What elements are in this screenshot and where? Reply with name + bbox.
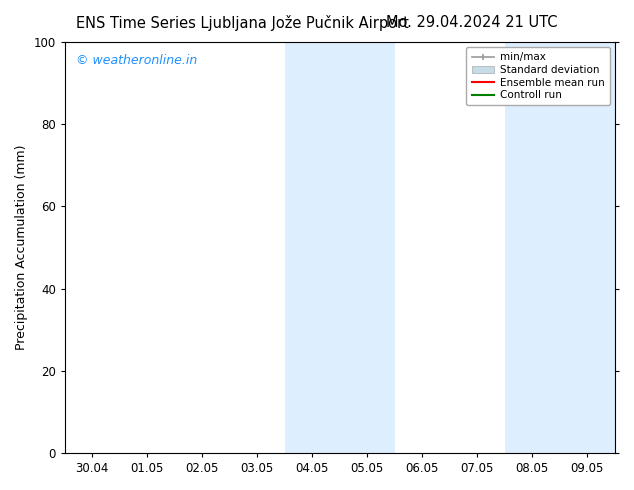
Y-axis label: Precipitation Accumulation (mm): Precipitation Accumulation (mm) [15, 145, 28, 350]
Text: Mo. 29.04.2024 21 UTC: Mo. 29.04.2024 21 UTC [386, 15, 558, 30]
Bar [505, 42, 615, 453]
Text: © weatheronline.in: © weatheronline.in [76, 54, 197, 68]
Legend: min/max, Standard deviation, Ensemble mean run, Controll run: min/max, Standard deviation, Ensemble me… [467, 47, 610, 105]
Bar [285, 42, 395, 453]
Text: ENS Time Series Ljubljana Jože Pučnik Airport: ENS Time Series Ljubljana Jože Pučnik Ai… [76, 15, 409, 31]
